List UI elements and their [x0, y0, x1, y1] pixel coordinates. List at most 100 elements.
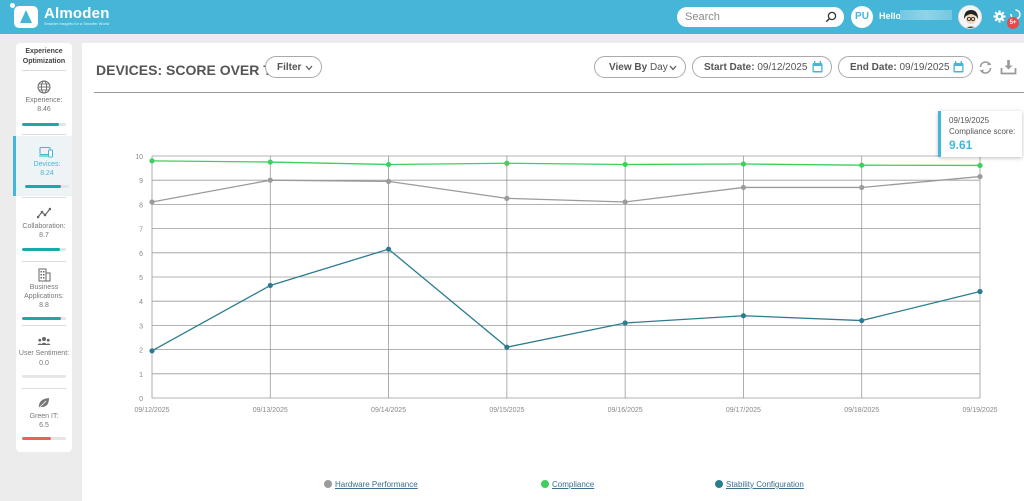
app-logo[interactable]: Almoden Smarter Insights for a Smarter W… [10, 3, 110, 28]
tooltip-label: Compliance score: [949, 127, 1016, 136]
logo-mark-icon [14, 6, 38, 28]
user-initials-avatar[interactable]: PU [851, 6, 873, 28]
sidebar-item-label: Green IT: [29, 413, 59, 420]
sidebar-divider [22, 261, 66, 262]
x-tick-label: 09/13/2025 [253, 407, 288, 414]
data-point [740, 313, 747, 319]
progress-fill [22, 437, 51, 440]
sidebar-item-user-sentiment[interactable]: User Sentiment: 0.0 [16, 327, 72, 387]
page-title: DEVICES: SCORE OVER TIME [96, 62, 297, 78]
sidebar-divider [22, 325, 66, 326]
sidebar-item-label: Business Applications: [24, 284, 64, 300]
data-point [740, 161, 747, 167]
sidebar-item-label: User Sentiment: [18, 350, 70, 357]
legend-label: Compliance [552, 480, 595, 489]
sidebar-divider [22, 197, 66, 198]
devices-icon [39, 146, 53, 158]
chevron-down-icon [669, 65, 677, 71]
progress-fill [22, 317, 61, 320]
x-tick-label: 09/16/2025 [608, 407, 643, 414]
person-icon [959, 6, 981, 28]
data-point [622, 320, 628, 326]
sidebar-divider [22, 134, 66, 135]
greeting-text: Hello [879, 11, 902, 21]
y-tick-label: 3 [139, 323, 143, 330]
collaboration-icon [37, 207, 51, 219]
sidebar-progress-bar [25, 185, 69, 188]
data-point [385, 178, 392, 185]
legend-stability-configuration[interactable]: Stability Configuration [715, 480, 804, 489]
sidebar-progress-bar [22, 375, 66, 378]
logo-dot [10, 3, 15, 8]
data-point [977, 288, 983, 295]
sidebar-divider [22, 388, 66, 389]
progress-fill [22, 248, 61, 251]
x-tick-label: 09/14/2025 [371, 407, 406, 414]
search-icon[interactable] [825, 11, 837, 23]
y-tick-label: 2 [139, 348, 143, 355]
sidebar-item-green-it[interactable]: Green IT: 6.5 [16, 390, 72, 450]
y-tick-label: 10 [135, 154, 143, 161]
data-point [622, 161, 628, 168]
data-point [977, 162, 983, 169]
search-box [677, 7, 844, 27]
series-line [151, 175, 981, 203]
data-point [149, 158, 155, 164]
end-date-picker[interactable]: End Date: 09/19/2025 [838, 56, 973, 78]
app-name: Almoden [44, 5, 110, 22]
calendar-icon [812, 61, 823, 73]
data-point [622, 199, 628, 205]
legend-hardware-performance[interactable]: Hardware Performance [324, 480, 418, 489]
gear-icon[interactable] [993, 10, 1006, 23]
legend-dot [541, 480, 549, 488]
data-point [977, 173, 983, 180]
download-icon[interactable] [1000, 59, 1017, 75]
data-point [740, 184, 747, 191]
legend-dot [715, 480, 723, 488]
sidebar-item-value: 8.7 [39, 232, 49, 239]
sidebar-item-collaboration[interactable]: Collaboration: 8.7 [16, 199, 72, 259]
view-by-label: View By [609, 62, 648, 73]
data-point [385, 161, 392, 168]
sidebar-item-label: Collaboration: [22, 223, 66, 230]
sidebar-progress-bar [22, 123, 66, 126]
calendar-icon [953, 61, 964, 73]
legend-compliance[interactable]: Compliance [541, 480, 595, 489]
sidebar-item-value: 8.46 [37, 106, 51, 113]
filter-button[interactable]: Filter [265, 56, 322, 78]
sidebar-item-value: 8.24 [40, 170, 54, 177]
view-by-dropdown[interactable]: View By Day [594, 56, 686, 78]
data-point [385, 246, 392, 252]
top-bar: Almoden Smarter Insights for a Smarter W… [0, 0, 1024, 34]
x-tick-label: 09/12/2025 [134, 407, 169, 414]
tooltip-date: 09/19/2025 [949, 116, 990, 125]
score-line-chart: 0 1 2 3 4 5 6 7 8 9 10 09/12/2025 09/13/2025 09/14/20… [134, 154, 997, 414]
progress-fill [22, 123, 60, 126]
y-tick-label: 1 [139, 372, 143, 379]
y-tick-label: 7 [139, 227, 143, 234]
start-date-picker[interactable]: Start Date: 09/12/2025 [692, 56, 832, 78]
blurred-username [900, 10, 952, 20]
data-point [504, 160, 510, 166]
sidebar-item-label: Experience: [25, 97, 63, 104]
legend-label: Stability Configuration [726, 480, 804, 489]
view-by-value: Day [649, 62, 668, 73]
search-input[interactable] [685, 9, 815, 25]
x-tick-label: 09/15/2025 [489, 407, 524, 414]
sidebar-progress-bar [22, 437, 66, 440]
end-date-value: 09/19/2025 [899, 62, 950, 73]
user-photo-avatar[interactable] [958, 5, 982, 29]
sidebar-item-business-applications[interactable]: Business Applications: 8.8 [16, 263, 72, 325]
y-tick-label: 8 [139, 202, 143, 209]
app-tagline: Smarter Insights for a Smarter World [44, 21, 110, 26]
chart-tooltip: 09/19/2025 Compliance score: 9.61 [938, 111, 1022, 157]
data-point [149, 348, 155, 354]
series-line [151, 248, 981, 352]
refresh-icon[interactable] [978, 60, 993, 75]
data-point [267, 282, 273, 289]
data-point [859, 162, 865, 168]
sidebar-item-experience[interactable]: Experience: 8.46 [16, 73, 72, 133]
y-tick-label: 4 [139, 299, 143, 306]
sidebar-item-devices[interactable]: Devices: 8.24 [13, 136, 72, 196]
y-tick-label: 9 [139, 178, 143, 185]
